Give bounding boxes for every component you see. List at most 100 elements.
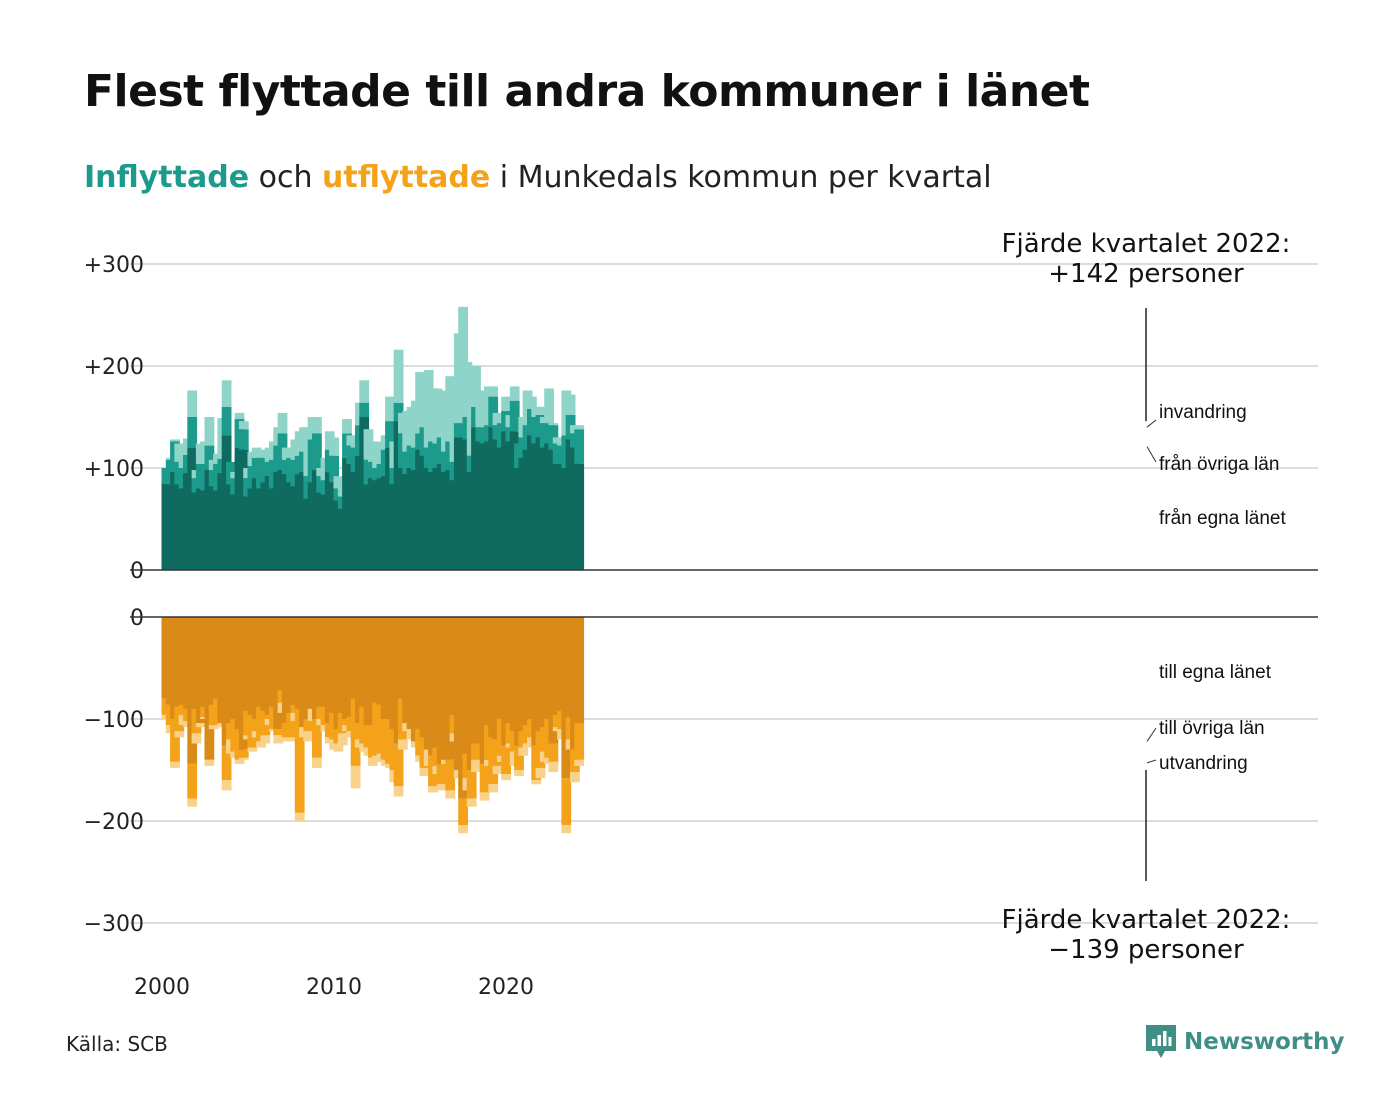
series-label-in-other-counties: från övriga län	[1159, 454, 1279, 475]
bar-in-immigration	[299, 427, 309, 452]
bar-out-emigration	[479, 792, 490, 801]
series-label-out-other-counties: till övriga län	[1159, 718, 1265, 739]
y-tick-label-top: 0	[130, 559, 144, 584]
bar-in-other-counties	[238, 429, 249, 450]
bar-in-immigration	[462, 361, 473, 417]
migration-chart: 0 +100 +200 +300 0 −100 −200 −300 2000 2010 2020 Fj…	[84, 229, 1318, 1000]
y-tick-label-top: +300	[84, 253, 144, 278]
x-tick-label: 2010	[306, 975, 362, 1000]
bar-in-immigration	[238, 421, 249, 430]
bar-out-emigration	[294, 812, 305, 821]
bar-in-immigration	[363, 429, 374, 460]
bar-out-emigration	[350, 765, 361, 789]
bar-in-immigration	[565, 394, 576, 415]
bar-in-immigration	[312, 417, 322, 434]
bar-out-emigration	[458, 825, 468, 834]
bar-out-emigration	[436, 784, 447, 791]
bar-out-emigration	[531, 780, 542, 785]
bar-in-other-counties	[221, 406, 232, 436]
bar-out-other-counties	[479, 763, 490, 793]
annotation-bottom-line1: Fjärde kvartalet 2022:	[1002, 905, 1291, 935]
bar-out-emigration	[561, 825, 572, 834]
bar-out-emigration	[286, 737, 296, 742]
chart-subtitle: Inflyttade och utflyttade i Munkedals ko…	[84, 160, 992, 195]
bar-out-own-county	[574, 617, 585, 724]
bar-out-other-counties	[286, 712, 296, 738]
bar-out-emigration	[195, 723, 206, 728]
bar-in-own-county	[574, 463, 585, 570]
bar-in-immigration	[342, 419, 352, 434]
brand-logo-icon	[1146, 1025, 1176, 1058]
bar-out-emigration	[548, 761, 559, 773]
bar-in-immigration	[385, 396, 395, 422]
brand: Newsworthy	[1146, 1024, 1345, 1060]
leader-in-other-counties	[1146, 446, 1157, 463]
series-label-out-own-county: till egna länet	[1159, 662, 1272, 683]
bar-out-emigration	[492, 765, 503, 775]
x-tick-label: 2020	[478, 975, 534, 1000]
bar-in-other-counties	[187, 417, 198, 448]
bar-out-emigration	[445, 790, 456, 799]
bar-in-other-counties	[574, 429, 585, 464]
bar-out-emigration	[273, 735, 284, 744]
bar-out-other-counties	[501, 745, 511, 775]
bar-out-emigration	[170, 761, 180, 768]
bar-out-emigration	[428, 786, 438, 793]
y-tick-label-bottom: −300	[84, 912, 144, 937]
bar-out-other-counties	[561, 778, 572, 826]
bar-out-emigration	[574, 759, 585, 766]
bar-out-other-counties	[393, 743, 404, 787]
bar-in-other-counties	[488, 396, 499, 428]
bar-out-emigration	[337, 733, 348, 746]
bar-in-immigration	[544, 388, 554, 424]
bar-in-immigration	[535, 406, 546, 415]
brand-name: Newsworthy	[1184, 1029, 1345, 1055]
bar-out-emigration	[191, 733, 202, 744]
subtitle-inflow-word: Inflyttade	[84, 160, 250, 195]
bar-in-immigration	[174, 443, 185, 462]
bar-out-emigration	[247, 747, 258, 752]
bar-out-emigration	[204, 759, 215, 766]
bar-in-other-counties	[385, 421, 395, 448]
source-note: Källa: SCB	[66, 1032, 168, 1056]
bar-in-immigration	[359, 380, 370, 403]
bar-in-immigration	[501, 396, 511, 411]
bar-out-other-counties	[303, 719, 314, 732]
leader-out-other-counties	[1146, 727, 1157, 742]
bar-out-emigration	[419, 767, 430, 777]
bar-out-other-counties	[312, 719, 322, 758]
bar-in-immigration	[574, 425, 585, 430]
leader-in-immigration	[1146, 419, 1157, 428]
bar-out-emigration	[312, 757, 322, 768]
bar-out-emigration	[514, 770, 524, 777]
y-tick-label-bottom: 0	[130, 606, 144, 631]
y-tick-label-top: +100	[84, 457, 144, 482]
bar-out-emigration	[238, 757, 249, 760]
bar-in-immigration	[548, 423, 559, 426]
bar-out-other-counties	[466, 770, 477, 799]
bar-out-other-counties	[221, 745, 232, 781]
subtitle-rest: i Munkedals kommun per kvartal	[490, 160, 992, 195]
bar-out-emigration	[234, 759, 245, 764]
bar-in-immigration	[251, 447, 262, 458]
y-tick-label-bottom: −100	[84, 708, 144, 733]
bar-out-emigration	[488, 784, 499, 793]
bar-out-other-counties	[458, 798, 468, 826]
leader-out-emigration	[1146, 759, 1157, 764]
series-label-in-own-county: från egna länet	[1159, 508, 1286, 529]
bar-out-other-counties	[514, 745, 524, 770]
bar-in-immigration	[393, 349, 404, 403]
bar-out-emigration	[303, 731, 314, 742]
bar-out-other-counties	[170, 719, 180, 762]
bar-in-immigration	[509, 386, 520, 401]
y-tick-label-top: +200	[84, 355, 144, 380]
bar-out-emigration	[535, 767, 546, 779]
bar-out-emigration	[570, 772, 580, 783]
bar-out-emigration	[398, 739, 408, 750]
bar-in-immigration	[277, 412, 288, 434]
bar-in-immigration	[552, 437, 563, 444]
bar-out-emigration	[187, 798, 198, 807]
bar-out-other-counties	[574, 723, 585, 760]
annotation-bottom-line2: −139 personer	[1048, 935, 1244, 965]
bar-in-other-counties	[393, 402, 404, 422]
